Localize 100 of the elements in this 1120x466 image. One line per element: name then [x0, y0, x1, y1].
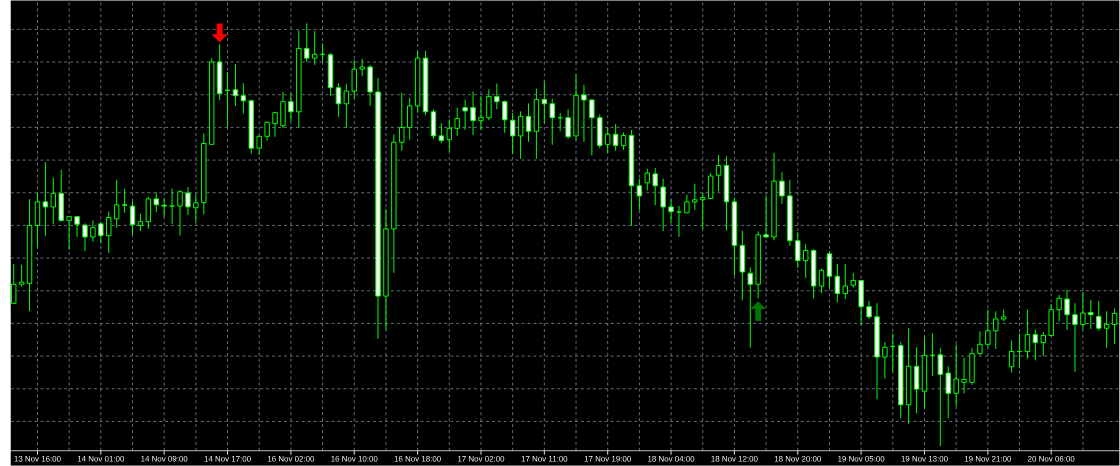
candlestick: [478, 95, 484, 131]
candlestick: [185, 186, 191, 216]
candlestick: [18, 264, 25, 288]
candlestick: [874, 302, 880, 400]
candlestick: [113, 179, 120, 229]
candlestick: [945, 365, 951, 419]
candlestick: [288, 93, 294, 123]
candlestick: [1040, 331, 1047, 357]
candlestick: [953, 343, 959, 408]
candlestick: [216, 43, 223, 101]
candlestick: [121, 188, 128, 214]
candlestick: [660, 178, 666, 232]
candlestick: [850, 272, 856, 289]
candlestick: [280, 91, 286, 129]
candlestick: [1032, 329, 1039, 362]
candlestick: [399, 92, 405, 152]
candlestick: [882, 341, 888, 380]
candlestick: [470, 91, 476, 136]
candlestick: [129, 200, 136, 236]
candlestick: [905, 327, 912, 425]
candlestick: [700, 192, 706, 230]
candlestick: [42, 161, 49, 237]
candlestick: [438, 122, 445, 144]
candlestick: [541, 81, 548, 124]
candlestick: [771, 152, 777, 241]
candlestick: [1088, 299, 1094, 330]
candlestick: [1103, 310, 1110, 349]
candlestick: [50, 177, 57, 225]
candlestick: [391, 133, 397, 274]
candlestick: [383, 208, 389, 331]
candlestick: [311, 30, 318, 66]
candlestick: [565, 108, 571, 140]
candlestick: [977, 330, 983, 356]
candlestick: [1008, 340, 1015, 374]
candlestick: [636, 178, 643, 211]
candlestick: [612, 123, 619, 152]
candlestick: [153, 192, 159, 213]
candlestick: [509, 112, 516, 155]
candlestick: [921, 336, 928, 410]
candlestick: [937, 347, 944, 447]
candlestick: [993, 310, 999, 350]
candlestick: [858, 280, 864, 326]
candlestick: [763, 195, 769, 238]
candlestick: [494, 83, 500, 110]
candlestick: [913, 346, 920, 414]
candlestick: [137, 213, 144, 232]
candlestick: [652, 167, 658, 206]
candlestick: [985, 309, 991, 348]
candlestick: [26, 198, 33, 312]
candlestick: [375, 77, 381, 340]
candlestick: [628, 129, 635, 227]
candlestick: [1080, 291, 1086, 331]
candlestick: [779, 171, 785, 205]
candlestick: [715, 154, 722, 192]
candlestick: [731, 197, 738, 277]
candlestick: [802, 243, 809, 279]
candlestick: [692, 183, 698, 211]
candlestick: [1096, 300, 1102, 332]
candlestick: [367, 64, 373, 107]
candlestick: [842, 263, 849, 300]
candlestick: [525, 103, 532, 143]
candlestick: [898, 341, 904, 419]
candlestick: [787, 179, 793, 247]
candlestick: [961, 357, 967, 394]
candlestick: [240, 82, 247, 115]
candlestick: [589, 99, 595, 157]
candlestick: [422, 50, 429, 116]
candlestick: [58, 169, 64, 222]
candlestick: [549, 98, 555, 146]
candlestick: [795, 231, 801, 269]
candlestick: [335, 82, 342, 118]
candlestick: [66, 216, 72, 251]
candlestick: [1056, 294, 1062, 323]
candlestick: [177, 189, 183, 237]
candlestick: [1072, 302, 1078, 373]
candlestick: [684, 194, 690, 214]
candlestick: [232, 63, 239, 107]
candlestick: [834, 263, 841, 304]
candlestick: [34, 193, 41, 248]
candlestick: [1064, 289, 1070, 331]
candlestick: [296, 29, 302, 129]
candlestick: [486, 89, 492, 121]
candlestick: [462, 99, 468, 131]
candlestick: [446, 119, 453, 153]
candlestick: [969, 347, 975, 386]
candlestick: [193, 194, 199, 224]
candlestick: [573, 74, 579, 141]
candlestick: [1024, 309, 1031, 360]
candlestick: [739, 230, 746, 301]
candlestick: [581, 84, 587, 143]
candlestick: [304, 23, 310, 63]
candlestick: [755, 231, 761, 299]
candlestick: [343, 83, 350, 129]
candlestick: [161, 198, 167, 218]
candlestick: [201, 133, 207, 215]
candlestick: [454, 107, 460, 137]
candlestick: [106, 211, 112, 254]
candlestick: [414, 51, 421, 114]
candlestick: [517, 111, 524, 160]
candlestick: [810, 250, 817, 299]
